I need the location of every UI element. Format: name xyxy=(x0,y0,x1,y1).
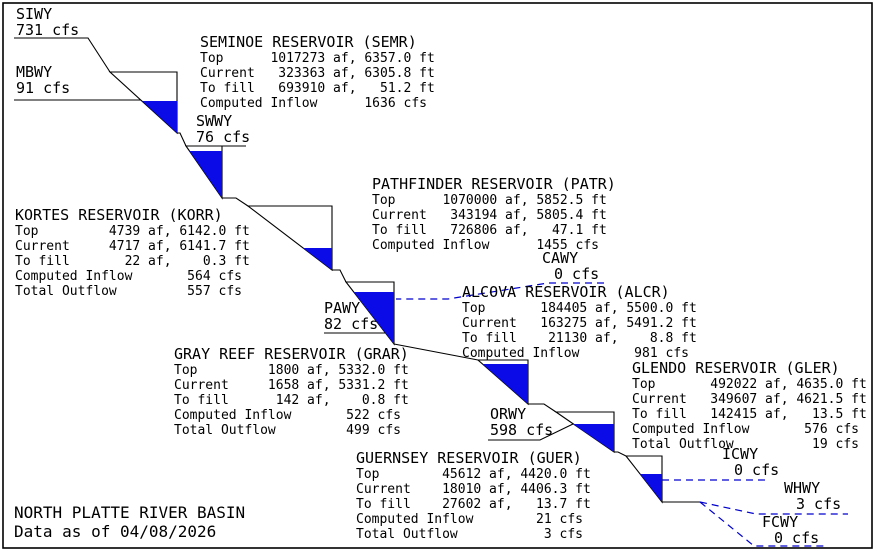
reservoir-data-line: Current 343194 af, 5805.4 ft xyxy=(372,208,607,223)
reservoir-data-line: To fill 27602 af, 13.7 ft xyxy=(356,497,591,512)
gauge-flow: 0 cfs xyxy=(554,265,600,283)
river-segment xyxy=(222,197,249,207)
reservoir-cup-pathfinder xyxy=(246,205,333,272)
gauge-flow: 598 cfs xyxy=(490,421,554,439)
reservoir-data-line: To fill 142 af, 0.8 ft xyxy=(174,393,409,408)
reservoir-data-line: Computed Inflow 1455 cfs xyxy=(372,238,599,253)
water-fill-kortes xyxy=(189,151,222,198)
gauge-name: WHWY xyxy=(784,479,821,497)
reservoir-info-kortes: KORTES RESERVOIR (KORR) Top 4739 af, 614… xyxy=(15,206,250,300)
gauge-flow: 731 cfs xyxy=(16,21,80,39)
reservoir-data-line: Total Outflow 3 cfs xyxy=(356,527,583,542)
river-segment xyxy=(528,403,557,413)
reservoir-title: PATHFINDER RESERVOIR (PATR) xyxy=(372,175,616,193)
gauge-name: SIWY xyxy=(16,5,53,23)
gauge-name: PAWY xyxy=(324,299,361,317)
reservoir-title: SEMINOE RESERVOIR (SEMR) xyxy=(200,33,417,51)
reservoir-data-line: Computed Inflow 564 cfs xyxy=(15,269,242,284)
gauge-fcwy: FCWY 0 cfs xyxy=(762,514,819,546)
reservoir-data-line: Computed Inflow 576 cfs xyxy=(632,422,859,437)
gauge-swwy: SWWY 76 cfs xyxy=(196,113,250,145)
river-segment-orwy xyxy=(488,423,574,441)
reservoir-data-line: Current 18010 af, 4406.3 ft xyxy=(356,482,591,497)
river-segment xyxy=(614,451,627,457)
reservoir-data-line: Computed Inflow 522 cfs xyxy=(174,408,401,423)
footer: NORTH PLATTE RIVER BASIN Data as of 04/0… xyxy=(14,503,245,541)
gauge-flow: 0 cfs xyxy=(774,529,820,547)
reservoir-info-pathfinder: PATHFINDER RESERVOIR (PATR) Top 1070000 … xyxy=(372,175,616,254)
reservoir-data-line: Current 4717 af, 6141.7 ft xyxy=(15,239,250,254)
gauge-flow: 91 cfs xyxy=(16,79,71,97)
reservoir-title: GRAY REEF RESERVOIR (GRAR) xyxy=(174,345,409,363)
gauge-name: ORWY xyxy=(490,405,527,423)
reservoir-data-line: Current 323363 af, 6305.8 ft xyxy=(200,66,435,81)
reservoir-info-guernsey: GUERNSEY RESERVOIR (GUER) Top 45612 af, … xyxy=(356,449,591,543)
data-date: Data as of 04/08/2026 xyxy=(14,522,217,541)
gauge-mbwy: MBWY 91 cfs xyxy=(16,64,70,96)
reservoir-data-line: To fill 142415 af, 13.5 ft xyxy=(632,407,867,422)
gauge-name: FCWY xyxy=(762,513,799,531)
reservoir-data-line: Total Outflow 557 cfs xyxy=(15,284,242,299)
gauge-icwy: ICWY 0 cfs xyxy=(722,446,779,478)
reservoir-data-line: Current 349607 af, 4621.5 ft xyxy=(632,392,867,407)
gauge-orwy: ORWY 598 cfs xyxy=(490,406,553,438)
reservoir-title: GLENDO RESERVOIR (GLER) xyxy=(632,359,840,377)
water-fill-guernsey xyxy=(640,474,662,502)
reservoir-info-glendo: GLENDO RESERVOIR (GLER) Top 492022 af, 4… xyxy=(632,359,867,453)
gauge-flow: 82 cfs xyxy=(324,315,379,333)
river-segment xyxy=(393,343,479,361)
gauge-siwy: SIWY 731 cfs xyxy=(16,6,79,38)
reservoir-data-line: Current 163275 af, 5491.2 ft xyxy=(462,316,697,331)
reservoir-data-line: Top 1070000 af, 5852.5 ft xyxy=(372,193,607,208)
gauge-cawy: CAWY 0 cfs xyxy=(542,250,599,282)
gauge-whwy: WHWY 3 cfs xyxy=(784,480,841,512)
water-fill-gray-reef xyxy=(482,364,528,404)
gauge-flow: 3 cfs xyxy=(796,495,842,513)
reservoir-title: GUERNSEY RESERVOIR (GUER) xyxy=(356,449,582,467)
reservoir-data-line: To fill 21130 af, 8.8 ft xyxy=(462,331,697,346)
water-fill-pathfinder xyxy=(303,248,332,270)
water-fill-seminoe xyxy=(142,101,177,133)
reservoir-data-line: Top 45612 af, 4420.0 ft xyxy=(356,467,591,482)
gauge-name: ICWY xyxy=(722,445,759,463)
reservoir-title: KORTES RESERVOIR (KORR) xyxy=(15,206,223,224)
reservoir-data-line: Current 1658 af, 5331.2 ft xyxy=(174,378,409,393)
canal-line-cawy xyxy=(396,282,604,300)
reservoir-data-line: Top 1017273 af, 6357.0 ft xyxy=(200,51,435,66)
reservoir-data-line: To fill 726806 af, 47.1 ft xyxy=(372,223,607,238)
reservoir-data-line: To fill 22 af, 0.3 ft xyxy=(15,254,250,269)
reservoir-info-gray-reef: GRAY REEF RESERVOIR (GRAR) Top 1800 af, … xyxy=(174,345,409,439)
gauge-flow: 0 cfs xyxy=(734,461,780,479)
reservoir-data-line: Top 184405 af, 5500.0 ft xyxy=(462,301,697,316)
reservoir-data-line: Computed Inflow 21 cfs xyxy=(356,512,583,527)
reservoir-info-alcova: ALCOVA RESERVOIR (ALCR) Top 184405 af, 5… xyxy=(462,283,697,362)
reservoir-title: ALCOVA RESERVOIR (ALCR) xyxy=(462,283,670,301)
reservoir-data-line: Computed Inflow 1636 cfs xyxy=(200,96,427,111)
reservoir-data-line: Computed Inflow 981 cfs xyxy=(462,346,689,361)
water-fill-glendo xyxy=(573,424,614,452)
water-fill-alcova xyxy=(353,292,394,344)
gauge-name: SWWY xyxy=(196,112,233,130)
river-segment xyxy=(332,269,347,283)
river-segment xyxy=(177,132,187,147)
gauge-flow: 76 cfs xyxy=(196,128,251,146)
river-segment-siwy xyxy=(14,37,111,73)
reservoir-data-line: Top 4739 af, 6142.0 ft xyxy=(15,224,250,239)
gauge-name: CAWY xyxy=(542,249,579,267)
diagram-border xyxy=(2,2,873,549)
reservoir-data-line: Top 492022 af, 4635.0 ft xyxy=(632,377,867,392)
gauge-pawy: PAWY 82 cfs xyxy=(324,300,378,332)
reservoir-data-line: To fill 693910 af, 51.2 ft xyxy=(200,81,435,96)
gauge-name: MBWY xyxy=(16,63,53,81)
reservoir-data-line: Total Outflow 499 cfs xyxy=(174,423,401,438)
reservoir-data-line: Total Outflow 19 cfs xyxy=(632,437,859,452)
reservoir-data-line: Top 1800 af, 5332.0 ft xyxy=(174,363,409,378)
basin-title: NORTH PLATTE RIVER BASIN xyxy=(14,503,246,522)
reservoir-info-seminoe: SEMINOE RESERVOIR (SEMR) Top 1017273 af,… xyxy=(200,33,435,112)
